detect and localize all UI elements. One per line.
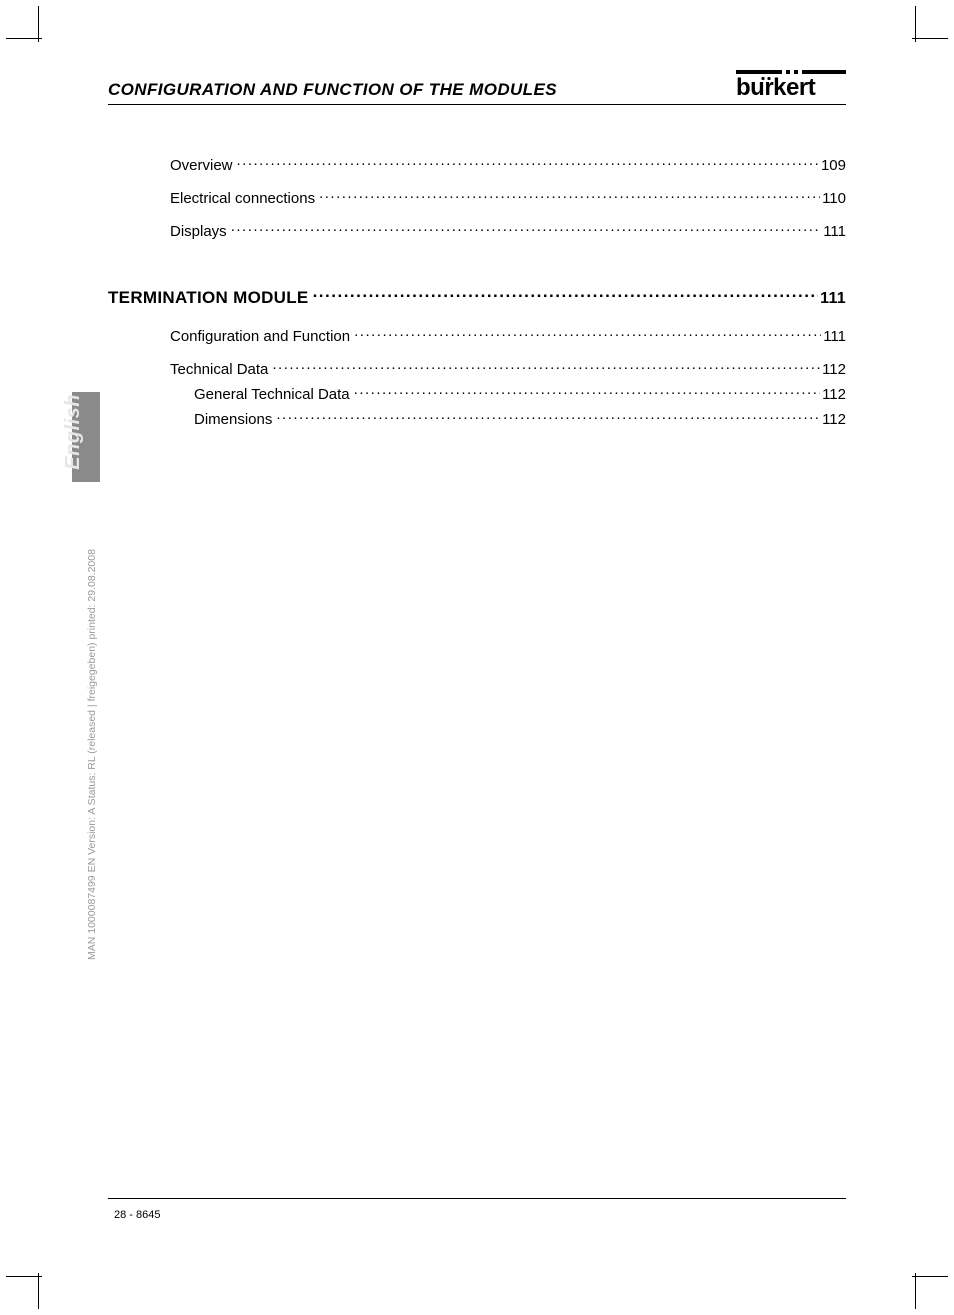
toc-entry: Technical Data 112 [170, 359, 846, 378]
toc-label: Dimensions [194, 411, 272, 428]
toc-section-heading: TERMINATION MODULE 111 [108, 286, 846, 308]
document-meta: MAN 1000087499 EN Version: A Status: RL … [86, 549, 98, 960]
toc-leader-dots [272, 359, 820, 374]
toc-entry: Electrical connections 110 [170, 188, 846, 207]
page-footer: 28 - 8645 [108, 1198, 846, 1221]
toc-label: TERMINATION MODULE [108, 288, 309, 308]
toc-page-number: 112 [822, 386, 846, 403]
toc-label: General Technical Data [194, 386, 350, 403]
footer-rule [108, 1198, 846, 1199]
crop-mark [38, 6, 39, 42]
toc-section: TERMINATION MODULE 111 Configuration and… [108, 286, 846, 428]
toc-label: Displays [170, 223, 227, 240]
content-area: CONFIGURATION AND FUNCTION OF THE MODULE… [108, 70, 846, 1245]
language-tab: English [62, 394, 85, 476]
burkert-logo: burkert [736, 70, 846, 100]
toc-label: Overview [170, 157, 233, 174]
toc-label: Configuration and Function [170, 328, 350, 345]
crop-mark [915, 6, 916, 42]
toc-leader-dots [354, 326, 821, 341]
page-title: CONFIGURATION AND FUNCTION OF THE MODULE… [108, 80, 557, 100]
page: English MAN 1000087499 EN Version: A Sta… [0, 0, 954, 1315]
toc-page-number: 110 [822, 190, 846, 207]
toc-entry: Displays 111 [170, 221, 846, 240]
footer-page-info: 28 - 8645 [108, 1209, 846, 1221]
toc-label: Electrical connections [170, 190, 315, 207]
toc-page-number: 111 [823, 223, 846, 240]
toc-entry: Dimensions 112 [194, 409, 846, 428]
toc-label: Technical Data [170, 361, 268, 378]
toc-entry: General Technical Data 112 [194, 384, 846, 403]
crop-mark [6, 1276, 42, 1277]
toc-page-number: 112 [822, 361, 846, 378]
toc-leader-dots [276, 409, 820, 424]
toc-leader-dots [313, 286, 819, 303]
toc-page-number: 112 [822, 411, 846, 428]
svg-text:burkert: burkert [736, 74, 816, 100]
toc-leader-dots [237, 155, 819, 170]
crop-mark [38, 1273, 39, 1309]
page-header: CONFIGURATION AND FUNCTION OF THE MODULE… [108, 70, 846, 105]
toc-entry: Configuration and Function 111 [170, 326, 846, 345]
toc-page-number: 109 [821, 157, 846, 174]
toc-leader-dots [319, 188, 820, 203]
toc-page-number: 111 [820, 290, 846, 308]
crop-mark [915, 1273, 916, 1309]
toc-page-number: 111 [823, 328, 846, 345]
crop-mark [912, 1276, 948, 1277]
toc-leader-dots [231, 221, 822, 236]
table-of-contents: Overview 109 Electrical connections 110 … [108, 155, 846, 428]
toc-entry: Overview 109 [170, 155, 846, 174]
toc-leader-dots [354, 384, 820, 399]
crop-mark [912, 38, 948, 39]
crop-mark [6, 38, 42, 39]
